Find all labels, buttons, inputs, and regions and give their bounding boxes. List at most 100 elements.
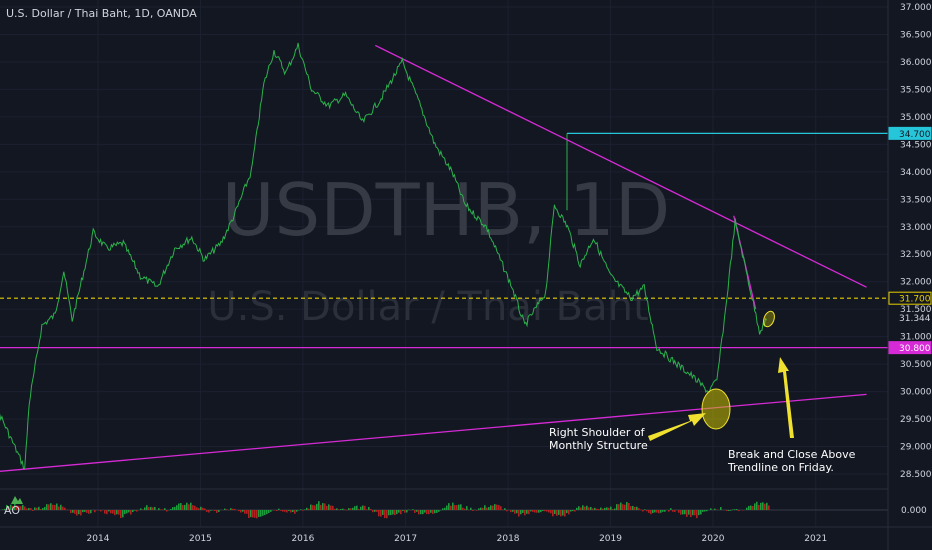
ao-bar (758, 504, 760, 510)
ao-bar (254, 510, 256, 518)
ao-bar (110, 510, 112, 514)
ao-bar (752, 505, 754, 510)
ao-bar (194, 505, 196, 510)
ao-bar (294, 510, 296, 514)
ao-bar (602, 508, 604, 510)
ao-bar (54, 504, 56, 510)
ao-indicator-label[interactable]: AO (4, 504, 20, 517)
ao-bar (48, 504, 50, 510)
ao-bar (62, 506, 64, 510)
ao-bar (18, 506, 20, 510)
ao-bar (484, 505, 486, 510)
price-axis[interactable]: 37.000 36.500 36.000 35.500 35.000 34.500 34.0… (900, 3, 932, 480)
ao-bar (6, 504, 8, 510)
ao-bar (118, 510, 120, 515)
ao-bar (622, 504, 624, 510)
ao-bar (624, 504, 626, 510)
ao-bar (176, 505, 178, 510)
ao-bar (516, 510, 518, 514)
x-tick-label: 2021 (804, 534, 827, 544)
ao-bar (456, 505, 458, 510)
ao-bar (398, 510, 400, 513)
ao-bar (486, 507, 488, 510)
ao-bar (370, 509, 372, 510)
y-tick-label: 33.500 (900, 195, 932, 205)
ao-bar (768, 505, 770, 510)
watermark-name: U.S. Dollar / Thai Baht (207, 284, 648, 330)
breakout-arrow (778, 357, 794, 438)
breakout-text-line1: Break and Close Above (728, 448, 856, 461)
ao-bar (256, 510, 258, 519)
ao-bar (764, 503, 766, 510)
ao-bar (174, 506, 176, 510)
ao-bar (278, 508, 280, 510)
ao-bar (704, 510, 706, 512)
ao-bar (452, 502, 454, 510)
ao-bar (552, 510, 554, 517)
ao-bar (76, 510, 78, 516)
ao-bar (326, 505, 328, 510)
ao-bar (184, 504, 186, 510)
ao-bar (166, 510, 168, 512)
ao-bar (332, 505, 334, 510)
ao-bar (142, 509, 144, 510)
ao-bar (478, 508, 480, 510)
x-tick-label: 2016 (291, 534, 314, 544)
ao-bar (248, 510, 250, 519)
ao-bar (338, 509, 340, 510)
ao-bar (540, 510, 542, 513)
ao-bar (582, 505, 584, 510)
ao-bar (696, 510, 698, 519)
ao-bar (730, 510, 732, 511)
ao-bar (390, 510, 392, 516)
ao-bar (240, 510, 242, 513)
ao-bar (366, 509, 368, 510)
ao-bar (266, 510, 268, 515)
ao-bar (178, 503, 180, 510)
ao-bar (586, 505, 588, 510)
ao-bar (208, 510, 210, 513)
right-shoulder-highlight (701, 388, 731, 430)
ao-bar (472, 510, 474, 511)
ao-bar (644, 509, 646, 510)
ao-bar (418, 510, 420, 515)
ao-bar (354, 506, 356, 510)
grid (0, 0, 888, 527)
ao-bar (300, 509, 302, 510)
ao-bar (526, 510, 528, 514)
ao-bar (36, 507, 38, 510)
ao-bar (318, 501, 320, 510)
ao-bar (606, 507, 608, 510)
y-tick-label: 32.500 (900, 250, 932, 260)
ao-bar (64, 507, 66, 510)
ao-bar (530, 510, 532, 512)
time-axis[interactable]: 2014 2015 2016 2017 2018 2019 2020 2021 (87, 534, 828, 544)
y-tick-label: 34.000 (900, 168, 932, 178)
ao-bar (384, 510, 386, 519)
ao-bar (392, 510, 394, 515)
ao-bar (678, 510, 680, 513)
ao-bar (762, 502, 764, 510)
ao-bar (324, 503, 326, 510)
symbol-title[interactable]: U.S. Dollar / Thai Baht, 1D, OANDA (6, 7, 197, 20)
ao-bar (90, 510, 92, 514)
ao-bar (46, 504, 48, 510)
ao-bar (596, 508, 598, 510)
ao-bar (234, 508, 236, 510)
ao-bar (728, 510, 730, 511)
ao-bar (404, 510, 406, 513)
ao-bar (342, 508, 344, 510)
ao-bar (78, 510, 80, 515)
ao-bar (600, 507, 602, 510)
y-tick-label: 29.000 (900, 443, 932, 453)
ao-bar (444, 507, 446, 510)
ao-bar (44, 506, 46, 510)
ao-bar (250, 510, 252, 518)
ao-bar (276, 510, 278, 512)
ao-bar (24, 506, 26, 510)
ao-bar (504, 508, 506, 510)
ao-bar (564, 510, 566, 517)
right-shoulder-arrow (648, 413, 706, 441)
